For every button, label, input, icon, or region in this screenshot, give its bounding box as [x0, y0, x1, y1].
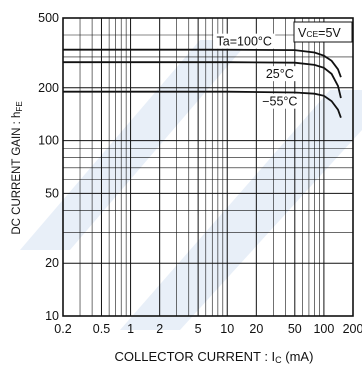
- y-axis-label: DC CURRENT GAIN : hFE: [11, 101, 24, 234]
- series-line: [63, 90, 342, 119]
- condition-box: VCE=5V: [293, 21, 353, 43]
- x-tick-label: 2: [156, 322, 163, 336]
- y-tick-label: 500: [38, 11, 59, 25]
- plot-frame: [62, 17, 354, 317]
- y-tick-label: 200: [38, 81, 59, 95]
- x-tick-label: 20: [249, 322, 263, 336]
- x-tick-label: 1: [127, 322, 134, 336]
- condition-label: VCE=5V: [298, 26, 341, 40]
- series-line: [63, 61, 342, 99]
- series-label-bg: [213, 33, 276, 49]
- x-tick-label: 0.2: [54, 322, 71, 336]
- grid: [63, 18, 353, 316]
- y-tick-labels: 10 20 50 100 200 500: [38, 11, 59, 323]
- x-tick-label: 0.5: [93, 322, 110, 336]
- watermark: [20, 40, 362, 330]
- y-tick-label: 20: [45, 256, 59, 270]
- series-label: −55°C: [262, 95, 297, 109]
- series-label-bg: [259, 93, 301, 109]
- y-tick-label: 50: [45, 186, 59, 200]
- series-label-bg: [262, 66, 297, 82]
- series-labels: Ta=100°C 25°C −55°C: [213, 33, 301, 109]
- x-tick-label: 50: [288, 322, 302, 336]
- series-line: [63, 48, 342, 78]
- x-tick-label: 200: [343, 322, 362, 336]
- y-tick-label: 10: [45, 309, 59, 323]
- x-tick-label: 5: [195, 322, 202, 336]
- x-tick-label: 100: [313, 322, 334, 336]
- series-label: 25°C: [266, 67, 294, 81]
- y-tick-label: 100: [38, 134, 59, 148]
- x-axis-label: COLLECTOR CURRENT : IC (mA): [115, 349, 314, 365]
- series-label: Ta=100°C: [217, 35, 272, 49]
- x-tick-labels: 0.2 0.5 1 2 5 10 20 50 100 200: [54, 322, 362, 336]
- x-tick-label: 10: [220, 322, 234, 336]
- series-lines: [63, 48, 342, 119]
